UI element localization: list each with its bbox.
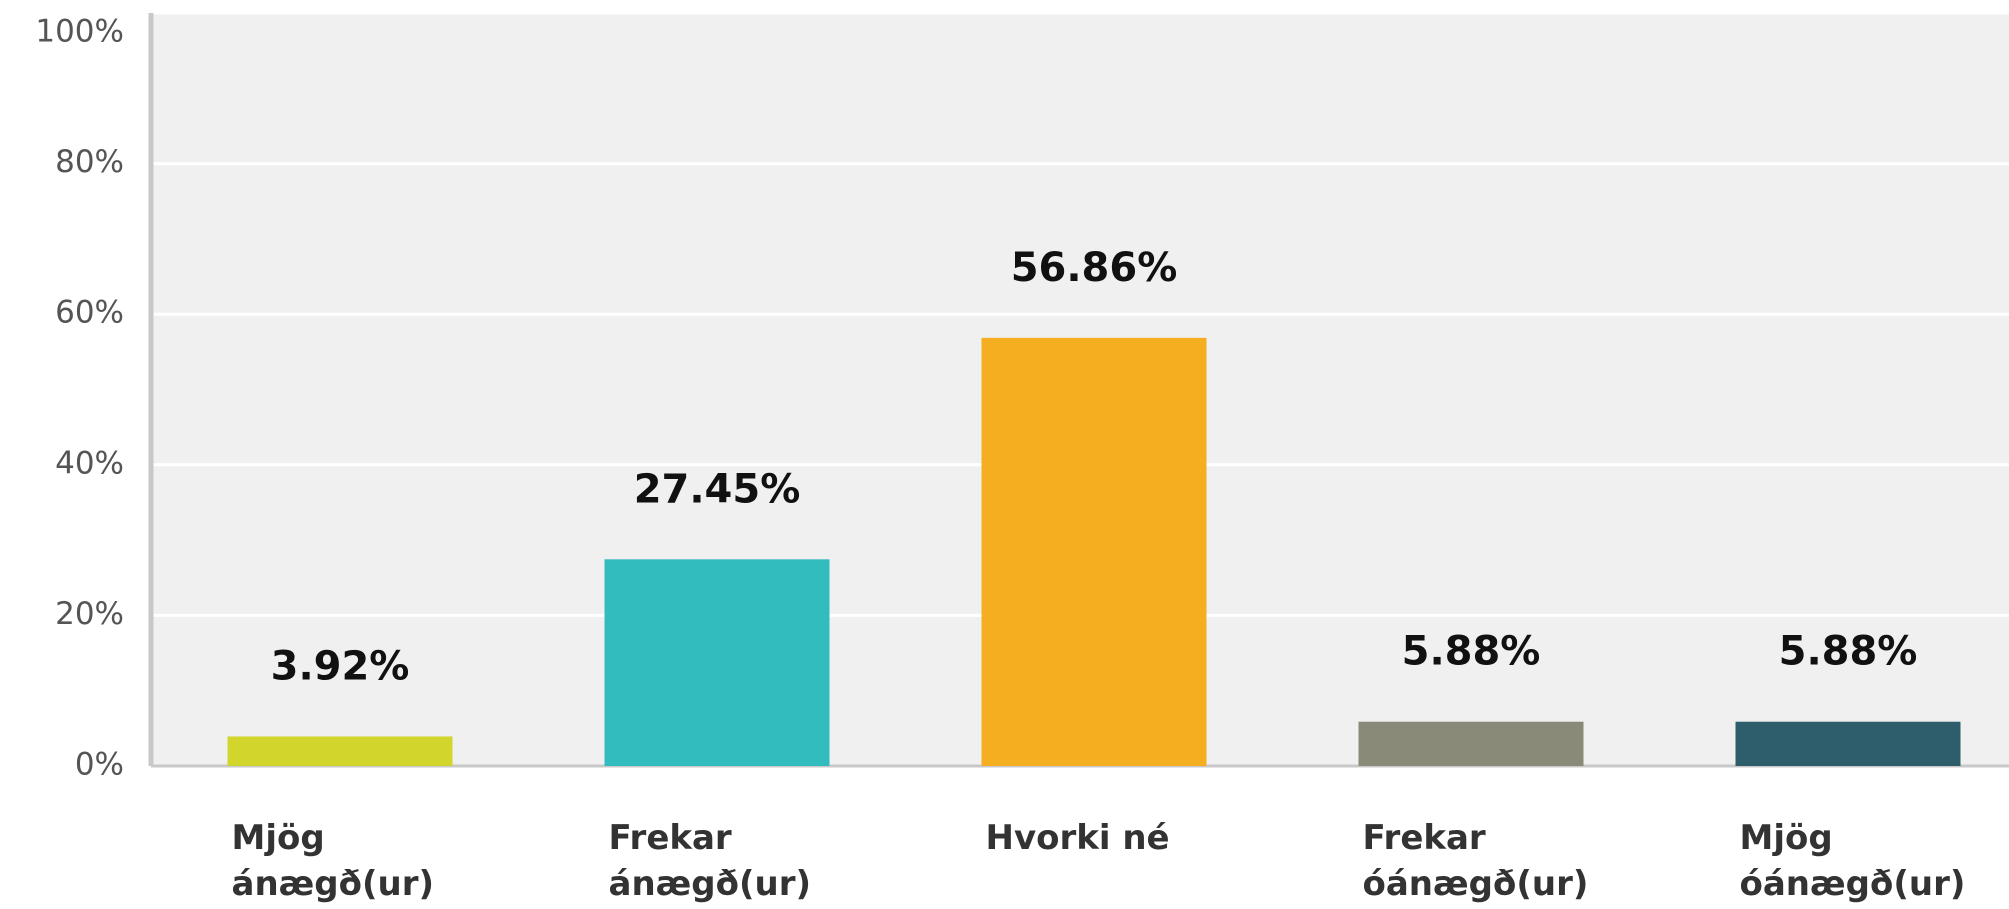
x-tick-label: Hvorki né (985, 818, 1170, 858)
y-tick-label: 60% (55, 295, 124, 331)
bar (1358, 721, 1584, 766)
bar (1735, 721, 1961, 766)
x-tick-label: Mjög ánægð(ur) (231, 818, 435, 904)
y-tick-label: 20% (55, 596, 124, 632)
x-tick-label: Frekar óánægð(ur) (1362, 818, 1589, 904)
bar (604, 559, 830, 766)
value-label: 27.45% (634, 466, 801, 512)
x-tick-label: Mjög óánægð(ur) (1739, 818, 1966, 904)
x-tick-label: Frekar ánægð(ur) (608, 818, 812, 904)
value-label: 3.92% (271, 643, 410, 689)
bar (227, 736, 453, 766)
bar (981, 337, 1207, 766)
y-tick-label: 40% (55, 445, 124, 481)
y-tick-label: 100% (35, 14, 124, 50)
value-label: 5.88% (1779, 629, 1918, 675)
value-label: 56.86% (1011, 245, 1178, 291)
y-tick-label: 80% (55, 144, 124, 180)
y-tick-label: 0% (75, 747, 124, 783)
value-label: 5.88% (1402, 629, 1541, 675)
